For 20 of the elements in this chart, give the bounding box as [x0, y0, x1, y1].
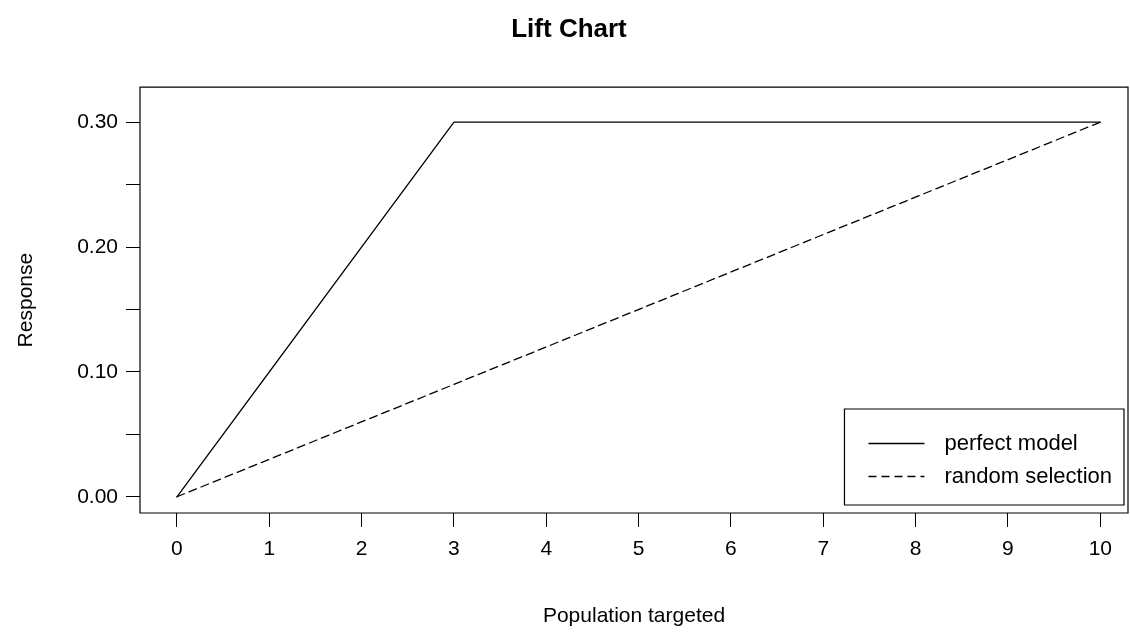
x-tick-label: 0: [171, 536, 183, 560]
y-tick-label: 0.00: [77, 483, 118, 507]
x-tick-label: 1: [263, 536, 276, 560]
legend-label: random selection: [944, 462, 1113, 488]
x-tick-label: 9: [1002, 536, 1014, 560]
legend-label: perfect model: [944, 429, 1078, 455]
y-tick-label: 0.30: [77, 108, 118, 132]
x-tick-label: 10: [1088, 536, 1112, 560]
x-tick-label: 6: [725, 536, 737, 560]
x-tick-label: 2: [355, 536, 368, 560]
x-axis-title: Population targeted: [542, 603, 726, 627]
x-tick-label: 7: [817, 536, 830, 560]
x-tick-label: 5: [632, 536, 645, 560]
x-tick-label: 4: [540, 536, 553, 560]
y-axis-title: Response: [13, 252, 37, 348]
chart-title: Lift Chart: [511, 12, 628, 43]
x-tick-label: 3: [448, 536, 460, 560]
y-tick-label: 0.10: [77, 358, 118, 382]
y-tick-label: 0.20: [77, 233, 118, 257]
x-tick-label: 8: [909, 536, 922, 560]
